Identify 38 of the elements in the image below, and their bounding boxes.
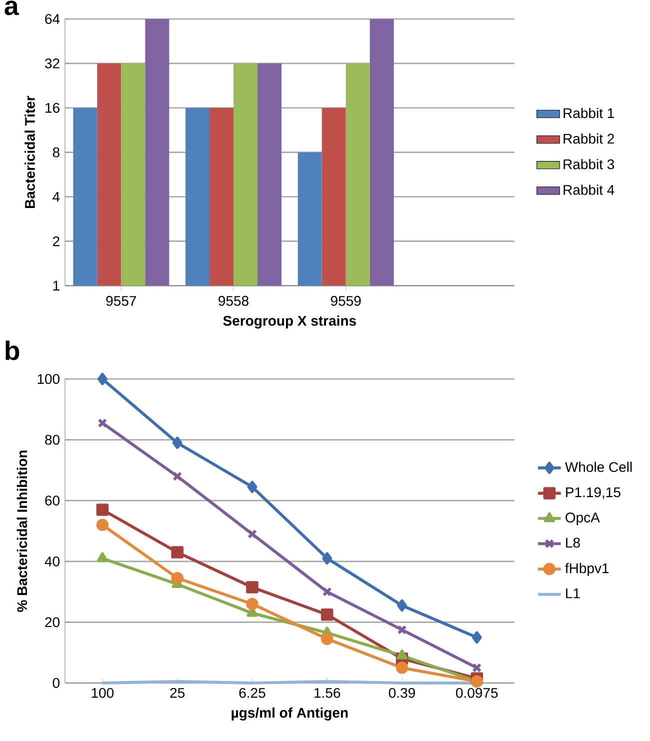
y-tick-label: 64 xyxy=(45,14,60,24)
y-tick-label: 2 xyxy=(52,236,60,246)
legend-label: Whole Cell xyxy=(564,462,632,472)
legend-label: OpcA xyxy=(566,512,600,526)
y-tick-label: 100 xyxy=(38,374,60,384)
x-axis-title: µgs/ml of Antigen xyxy=(232,707,348,721)
legend-label: P1.19,15 xyxy=(566,487,620,499)
x-tick-label: 9558 xyxy=(218,296,248,306)
x-tick-label: 9557 xyxy=(106,296,136,306)
legend-label: Rabbit 4 xyxy=(564,184,614,195)
legend-label: Rabbit 2 xyxy=(564,133,614,144)
x-tick-label: 9559 xyxy=(330,296,361,306)
y-tick-label: 8 xyxy=(52,147,60,158)
x-tick-label: 6.25 xyxy=(239,688,266,698)
x-tick-label: 25 xyxy=(170,688,185,698)
x-tick-label: 1.56 xyxy=(314,688,340,698)
y-axis-title: Bactericidal Titer xyxy=(24,96,35,208)
y-tick-label: 32 xyxy=(45,58,60,68)
chart-title: b xyxy=(6,340,20,360)
legend-label: Rabbit 3 xyxy=(564,158,614,170)
x-axis-title: Serogroup X strains xyxy=(223,315,356,329)
y-tick-label: 4 xyxy=(52,192,60,202)
y-axis-title: % Bactericidal Inhibition xyxy=(16,450,28,612)
y-tick-label: 16 xyxy=(46,102,60,113)
y-tick-label: 40 xyxy=(44,556,60,566)
x-tick-label: 0.0975 xyxy=(456,688,498,698)
x-tick-label: 100 xyxy=(92,688,114,698)
chart-title: a xyxy=(4,0,19,16)
legend-label: L1 xyxy=(566,588,580,598)
y-tick-label: 1 xyxy=(53,280,60,290)
legend-label: Rabbit 1 xyxy=(564,108,614,118)
legend-label: fHbpv1 xyxy=(565,562,609,576)
y-tick-label: 60 xyxy=(45,496,60,506)
y-tick-label: 0 xyxy=(52,678,60,688)
y-tick-label: 20 xyxy=(45,617,60,628)
x-tick-label: 0.39 xyxy=(388,688,415,698)
legend-label: L8 xyxy=(566,538,580,548)
y-tick-label: 80 xyxy=(45,434,60,445)
